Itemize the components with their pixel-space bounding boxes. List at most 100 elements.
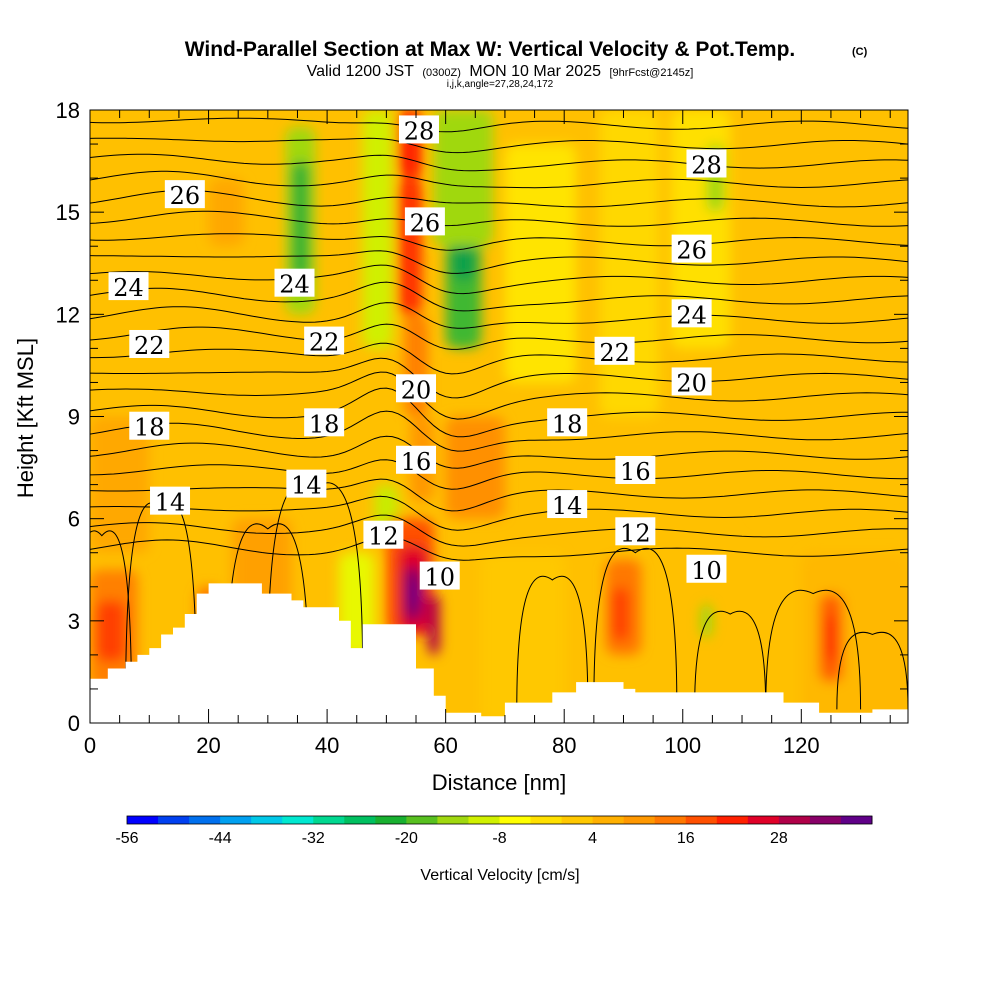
contour-label: 10 xyxy=(419,561,460,592)
contour-label: 22 xyxy=(304,326,345,357)
contour-label: 24 xyxy=(671,299,712,329)
colorbar-swatch xyxy=(530,816,563,824)
theta-contour xyxy=(90,342,908,375)
theta-contour xyxy=(90,387,908,438)
contour-label: 14 xyxy=(150,486,191,517)
theta-contour xyxy=(90,233,908,251)
colorbar-tick-label: -32 xyxy=(302,830,325,847)
contour-label: 14 xyxy=(547,490,588,520)
contour-label-text: 24 xyxy=(113,274,144,302)
theta-contour xyxy=(90,281,908,312)
colorbar-swatch xyxy=(282,816,314,824)
colorbar-swatch xyxy=(375,816,407,824)
contour-label-text: 10 xyxy=(424,564,455,592)
chart-title: Wind-Parallel Section at Max W: Vertical… xyxy=(185,38,796,61)
chart-subtitle: Valid 1200 JST (0300Z) MON 10 Mar 2025 [… xyxy=(307,63,694,80)
contour-label-text: 18 xyxy=(309,410,340,438)
x-tick-label: 120 xyxy=(783,733,820,758)
theta-contour xyxy=(90,137,908,154)
contour-label: 20 xyxy=(396,374,437,404)
x-tick-label: 0 xyxy=(84,733,96,758)
contour-label: 22 xyxy=(129,329,170,360)
contour-label-text: 18 xyxy=(134,414,165,442)
x-tick-label: 40 xyxy=(315,733,339,758)
theta-contour xyxy=(90,264,908,295)
contour-label-text: 10 xyxy=(691,557,722,585)
theta-contour xyxy=(90,170,908,189)
theta-contour xyxy=(90,459,908,490)
theta-contour xyxy=(836,631,908,710)
colorbar-swatch xyxy=(437,816,469,824)
contour-label: 26 xyxy=(671,234,712,265)
contour-label-text: 16 xyxy=(401,448,432,476)
colorbar-tick-label: -44 xyxy=(209,830,232,847)
colorbar-tick-label: 28 xyxy=(770,830,788,847)
y-tick-label: 6 xyxy=(68,507,80,532)
contour-label: 24 xyxy=(108,272,149,302)
colorbar-swatch xyxy=(220,816,252,824)
contour-label-text: 22 xyxy=(309,329,340,357)
contour-label-text: 12 xyxy=(620,519,651,547)
colorbar-swatch xyxy=(561,816,594,824)
contour-label-text: 24 xyxy=(279,271,310,299)
colorbar-swatch xyxy=(623,816,656,824)
y-tick-label: 0 xyxy=(68,711,80,736)
contour-label: 26 xyxy=(404,207,445,237)
colorbar-swatch xyxy=(251,816,283,824)
theta-contour xyxy=(90,117,908,133)
theta-contour xyxy=(90,153,908,172)
theta-contour xyxy=(90,410,908,452)
colorbar: -56 -44 -32 -20 -8 4 16 28 xyxy=(115,815,873,847)
colorbar-tick-label: 16 xyxy=(677,830,695,847)
x-tick-label: 100 xyxy=(664,733,701,758)
x-axis: 0 20 40 60 80 100 120 xyxy=(84,110,891,758)
plot-area: 28 28 26 26 26 24 24 24 22 22 22 20 20 18 18 18 16 16 14 14… xyxy=(90,110,908,723)
contour-label: 18 xyxy=(304,408,345,438)
theta-contour xyxy=(90,302,908,329)
colorbar-label: Vertical Velocity [cm/s] xyxy=(420,867,579,884)
contour-label-text: 14 xyxy=(552,492,583,520)
contour-label: 10 xyxy=(686,554,727,585)
copyright-mark: (C) xyxy=(852,46,868,58)
contour-label: 12 xyxy=(363,520,404,551)
colorbar-tick-label: -56 xyxy=(115,830,138,847)
contour-label: 16 xyxy=(615,455,656,486)
colorbar-swatch xyxy=(685,816,718,824)
theta-contour xyxy=(765,589,862,710)
colorbar-swatch xyxy=(809,816,842,824)
theta-contour xyxy=(694,610,767,710)
contour-label-text: 12 xyxy=(368,523,399,551)
contour-label: 26 xyxy=(164,180,205,210)
contour-label: 20 xyxy=(671,367,712,397)
colorbar-swatch xyxy=(158,816,190,824)
theta-contour xyxy=(90,435,908,469)
colorbar-swatch xyxy=(313,816,345,824)
colorbar-tick-label: -8 xyxy=(492,830,506,847)
contour-label: 16 xyxy=(396,445,437,476)
contour-label: 24 xyxy=(274,268,315,299)
theta-contour xyxy=(90,495,908,531)
valid-date: MON 10 Mar 2025 xyxy=(469,63,601,80)
theta-contour xyxy=(90,514,908,547)
colorbar-swatch xyxy=(840,816,873,824)
contour-label-text: 26 xyxy=(410,209,441,237)
contour-label: 28 xyxy=(686,149,727,179)
contour-label-text: 26 xyxy=(170,182,201,210)
colorbar-swatch xyxy=(127,816,159,824)
contour-label-text: 20 xyxy=(401,376,432,404)
y-tick-label: 9 xyxy=(68,405,80,430)
y-axis: 0 3 6 9 12 15 18 xyxy=(56,98,908,736)
y-tick-label: 3 xyxy=(68,609,80,634)
colorbar-swatch xyxy=(468,816,500,824)
contour-label: 12 xyxy=(615,517,656,547)
theta-contour xyxy=(90,210,908,227)
valid-zulu: (0300Z) xyxy=(422,67,461,79)
colorbar-tick-label: -20 xyxy=(395,830,418,847)
colorbar-swatch xyxy=(499,816,532,824)
contour-label-text: 18 xyxy=(552,410,583,438)
terrain-mask xyxy=(90,583,908,723)
colorbar-swatch xyxy=(592,816,625,824)
contour-label: 22 xyxy=(594,336,635,367)
colorbar-tick-label: 4 xyxy=(588,830,597,847)
